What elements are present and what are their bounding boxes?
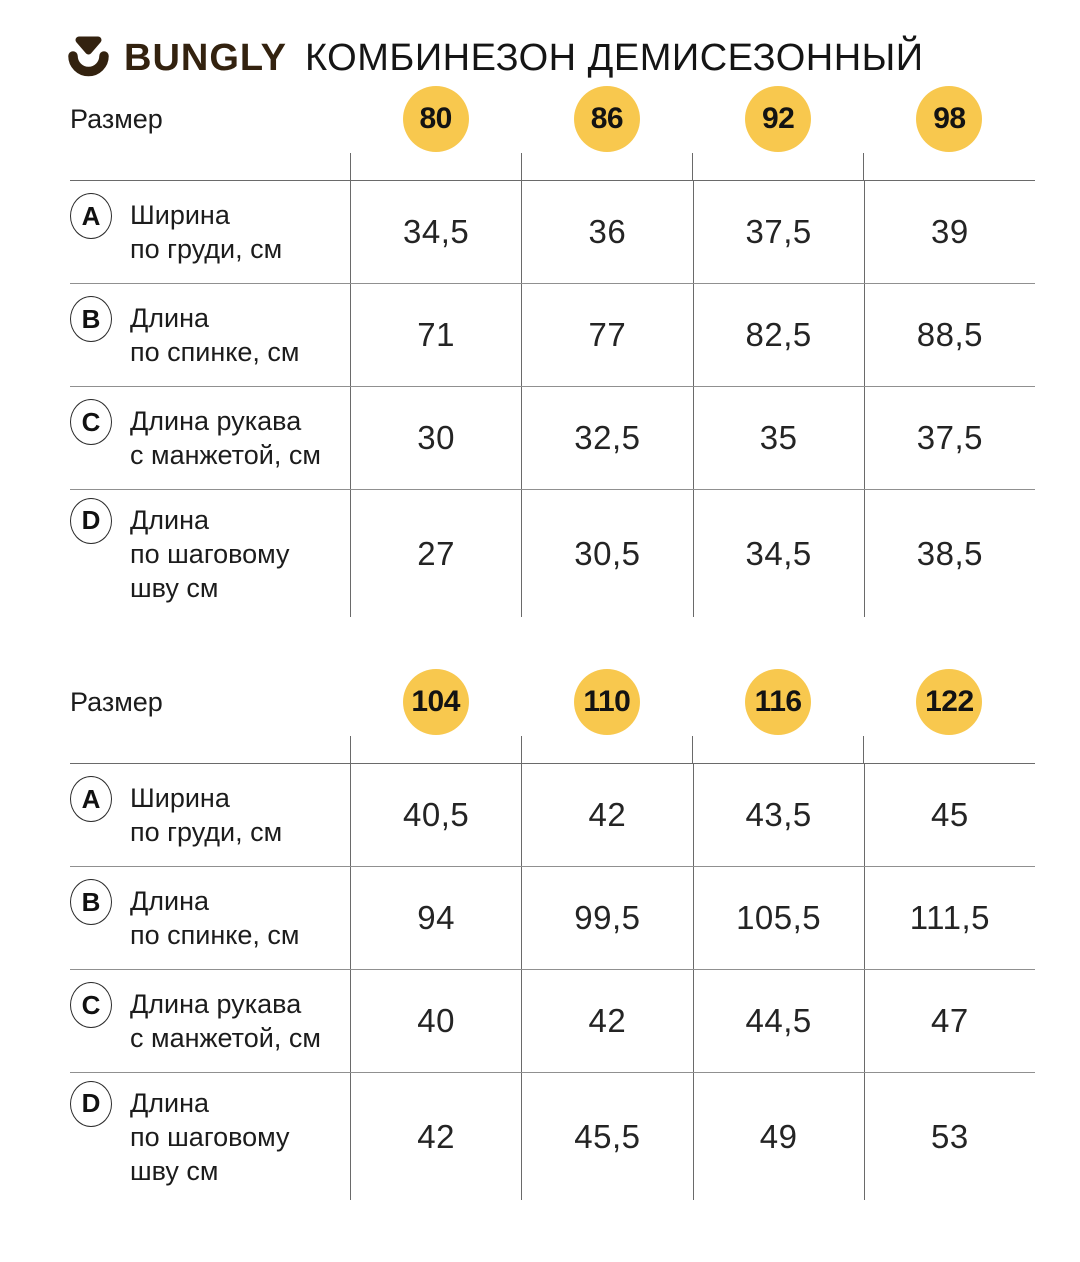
measure-row-c: C Длина рукава с манжетой, см 30 32,5 35… xyxy=(70,387,1035,490)
value-cell: 105,5 xyxy=(692,867,864,969)
measure-label: Длина по шаговому шву см xyxy=(130,1087,290,1186)
brand-name: BUNGLY xyxy=(124,36,287,79)
brand-logo-icon xyxy=(68,36,109,77)
value-cell: 40 xyxy=(350,970,521,1072)
value-cell: 34,5 xyxy=(350,181,521,283)
size-column: 86 xyxy=(520,86,692,180)
value-cell: 36 xyxy=(521,181,692,283)
size-table-104-122: Размер 104 110 116 122 A Ширина по груди… xyxy=(70,669,1035,1200)
size-badge: 110 xyxy=(573,669,640,735)
letter-badge-b: B xyxy=(70,296,112,342)
value-cell: 82,5 xyxy=(692,284,864,386)
column-divider xyxy=(520,736,522,763)
measure-row-b: B Длина по спинке, см 94 99,5 105,5 111,… xyxy=(70,867,1035,970)
measure-label: Ширина по груди, см xyxy=(130,783,283,847)
size-header-row: Размер 104 110 116 122 xyxy=(70,669,1035,764)
column-divider xyxy=(349,736,351,763)
value-cell: 47 xyxy=(863,970,1035,1072)
measure-label-cell: B Длина по спинке, см xyxy=(70,867,350,969)
size-column: 98 xyxy=(863,86,1035,180)
size-badge: 80 xyxy=(402,86,469,152)
page-title: КОМБИНЕЗОН ДЕМИСЕЗОННЫЙ xyxy=(304,36,924,79)
measure-row-d: D Длина по шаговому шву см 27 30,5 34,5 … xyxy=(70,490,1035,617)
measure-label-cell: C Длина рукава с манжетой, см xyxy=(70,387,350,489)
size-column: 92 xyxy=(692,86,864,180)
value-cell: 53 xyxy=(863,1073,1035,1200)
value-cell: 37,5 xyxy=(692,181,864,283)
measure-label-cell: B Длина по спинке, см xyxy=(70,284,350,386)
measure-label: Длина рукава с манжетой, см xyxy=(130,406,321,470)
size-badge: 104 xyxy=(402,669,469,735)
size-badge: 98 xyxy=(916,86,983,152)
measure-label-cell: A Ширина по груди, см xyxy=(70,764,350,866)
value-cell: 49 xyxy=(692,1073,864,1200)
measure-label-cell: C Длина рукава с манжетой, см xyxy=(70,970,350,1072)
value-cell: 37,5 xyxy=(863,387,1035,489)
column-divider xyxy=(692,153,693,180)
value-cell: 30 xyxy=(350,387,521,489)
size-chart-page: BUNGLY КОМБИНЕЗОН ДЕМИСЕЗОННЫЙ Размер 80… xyxy=(0,30,1080,1262)
measure-label-cell: A Ширина по груди, см xyxy=(70,181,350,283)
letter-badge-d: D xyxy=(70,1080,112,1127)
letter-badge-a: A xyxy=(70,193,112,239)
size-table-80-98: Размер 80 86 92 98 A Ширина по груди, см… xyxy=(70,86,1035,617)
size-badge: 116 xyxy=(745,669,812,735)
measure-row-a: A Ширина по груди, см 40,5 42 43,5 45 xyxy=(70,764,1035,867)
size-column: 110 xyxy=(520,669,692,763)
value-cell: 94 xyxy=(350,867,521,969)
value-cell: 40,5 xyxy=(350,764,521,866)
value-cell: 38,5 xyxy=(863,490,1035,617)
column-divider xyxy=(520,153,522,180)
value-cell: 88,5 xyxy=(863,284,1035,386)
measure-label-cell: D Длина по шаговому шву см xyxy=(70,1073,350,1200)
value-cell: 111,5 xyxy=(863,867,1035,969)
value-cell: 45,5 xyxy=(521,1073,692,1200)
measure-label: Длина рукава с манжетой, см xyxy=(130,989,321,1053)
size-label: Размер xyxy=(70,104,163,134)
value-cell: 39 xyxy=(863,181,1035,283)
letter-badge-d: D xyxy=(70,497,112,544)
column-divider xyxy=(692,736,693,763)
value-cell: 99,5 xyxy=(521,867,692,969)
letter-badge-a: A xyxy=(70,776,112,822)
measure-row-b: B Длина по спинке, см 71 77 82,5 88,5 xyxy=(70,284,1035,387)
size-column: 116 xyxy=(692,669,864,763)
value-cell: 35 xyxy=(692,387,864,489)
size-badge: 86 xyxy=(573,86,640,152)
size-column: 80 xyxy=(349,86,521,180)
column-divider xyxy=(863,153,865,180)
size-header-row: Размер 80 86 92 98 xyxy=(70,86,1035,181)
size-column: 104 xyxy=(349,669,521,763)
measure-label: Ширина по груди, см xyxy=(130,200,283,264)
value-cell: 77 xyxy=(521,284,692,386)
header: BUNGLY КОМБИНЕЗОН ДЕМИСЕЗОННЫЙ xyxy=(62,30,1080,86)
measure-label: Длина по спинке, см xyxy=(130,886,300,950)
value-cell: 71 xyxy=(350,284,521,386)
size-badge: 92 xyxy=(745,86,812,152)
value-cell: 42 xyxy=(350,1073,521,1200)
letter-badge-b: B xyxy=(70,879,112,925)
letter-badge-c: C xyxy=(70,982,112,1028)
size-column: 122 xyxy=(863,669,1035,763)
measure-row-c: C Длина рукава с манжетой, см 40 42 44,5… xyxy=(70,970,1035,1073)
measure-row-a: A Ширина по груди, см 34,5 36 37,5 39 xyxy=(70,181,1035,284)
value-cell: 34,5 xyxy=(692,490,864,617)
column-divider xyxy=(863,736,865,763)
letter-badge-c: C xyxy=(70,399,112,445)
value-cell: 32,5 xyxy=(521,387,692,489)
measure-label: Длина по спинке, см xyxy=(130,303,300,367)
measure-label: Длина по шаговому шву см xyxy=(130,504,290,603)
measure-label-cell: D Длина по шаговому шву см xyxy=(70,490,350,617)
measure-row-d: D Длина по шаговому шву см 42 45,5 49 53 xyxy=(70,1073,1035,1200)
value-cell: 45 xyxy=(863,764,1035,866)
size-badge: 122 xyxy=(916,669,983,735)
value-cell: 27 xyxy=(350,490,521,617)
value-cell: 42 xyxy=(521,970,692,1072)
column-divider xyxy=(349,153,351,180)
size-label: Размер xyxy=(70,687,163,717)
value-cell: 43,5 xyxy=(692,764,864,866)
value-cell: 44,5 xyxy=(692,970,864,1072)
value-cell: 30,5 xyxy=(521,490,692,617)
value-cell: 42 xyxy=(521,764,692,866)
